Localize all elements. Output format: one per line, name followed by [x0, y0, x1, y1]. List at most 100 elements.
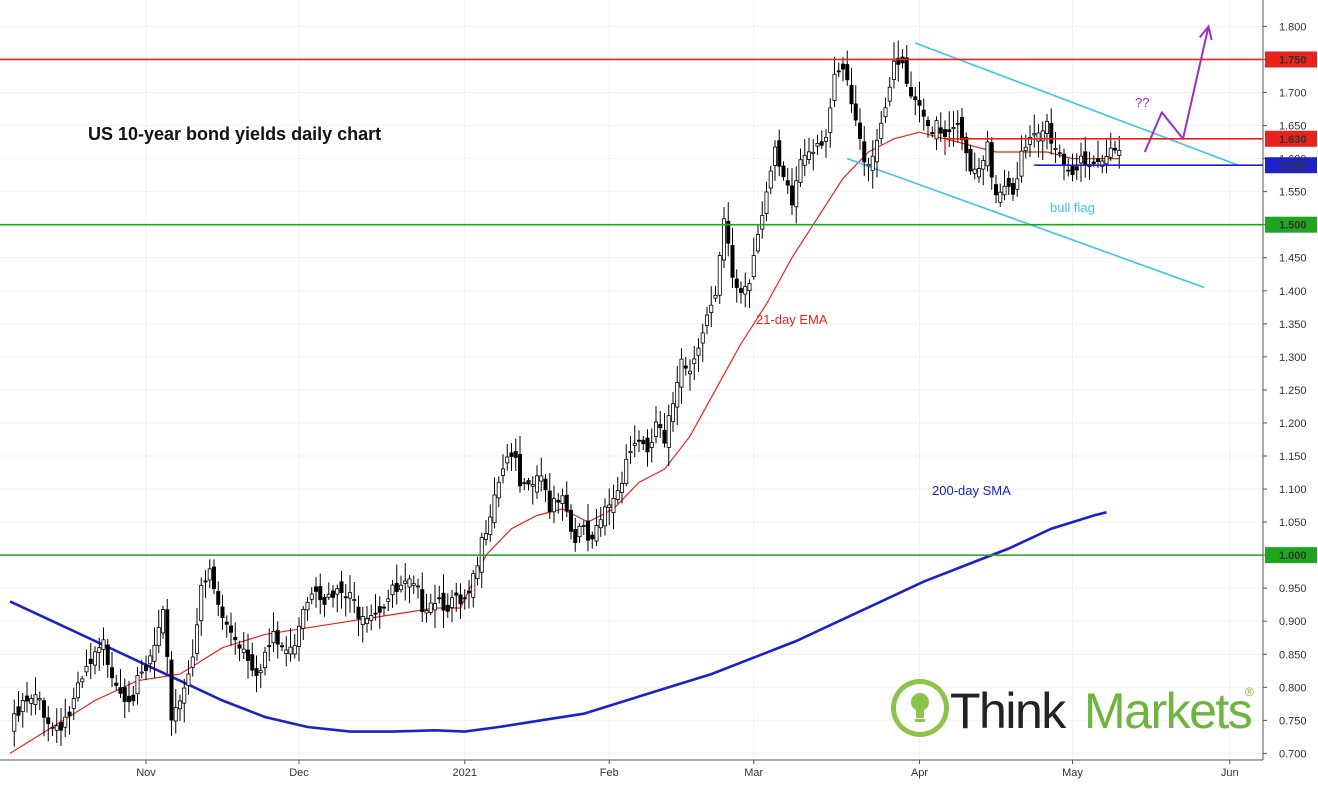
- candle: [522, 478, 527, 491]
- candle: [734, 269, 739, 303]
- candle: [1011, 177, 1016, 201]
- candle: [207, 559, 212, 589]
- candle: [160, 605, 165, 639]
- candle: [866, 157, 871, 182]
- candle: [675, 365, 680, 426]
- candle: [228, 612, 233, 646]
- candle: [713, 285, 718, 302]
- bull-flag-lower-line: [846, 157, 1205, 289]
- candle: [807, 137, 812, 165]
- candle: [666, 404, 671, 467]
- candle: [305, 597, 310, 621]
- y-tick-label: 1.250: [1279, 385, 1307, 397]
- candle: [199, 577, 204, 636]
- candle: [50, 722, 55, 736]
- candle: [492, 477, 497, 529]
- candle: [24, 682, 29, 713]
- candle: [97, 637, 102, 671]
- candle: [37, 691, 42, 711]
- candle: [1100, 154, 1105, 174]
- candle: [981, 155, 986, 186]
- candle: [955, 110, 960, 143]
- y-tick-label: 1.800: [1279, 21, 1307, 33]
- candle: [577, 523, 582, 544]
- candle: [586, 504, 591, 552]
- candle: [909, 71, 914, 99]
- candle: [603, 498, 608, 536]
- y-tick-label: 1.200: [1279, 418, 1307, 430]
- candle: [182, 678, 187, 723]
- candle: [309, 587, 314, 605]
- candle: [1057, 144, 1062, 158]
- candle: [913, 86, 918, 116]
- candle: [12, 699, 17, 747]
- candle: [152, 627, 157, 678]
- y-tick-label: 0.800: [1279, 682, 1307, 694]
- bull-flag-upper-line: [914, 42, 1239, 166]
- candle: [135, 667, 140, 705]
- candle: [224, 615, 229, 638]
- candle: [794, 166, 799, 224]
- candle: [352, 581, 357, 614]
- candle: [1113, 140, 1118, 154]
- candle: [110, 651, 115, 688]
- candle: [560, 488, 565, 521]
- candle: [373, 594, 378, 621]
- candle: [454, 583, 459, 612]
- candle: [398, 575, 403, 593]
- candle: [654, 406, 659, 444]
- candle: [1015, 162, 1020, 197]
- candle: [938, 112, 943, 142]
- candle: [475, 556, 480, 586]
- candle: [114, 674, 119, 691]
- candle: [292, 633, 297, 659]
- y-tick-label: 1.700: [1279, 88, 1307, 100]
- candle: [284, 636, 289, 667]
- candle: [437, 585, 442, 604]
- candle: [127, 680, 132, 713]
- candle: [1002, 169, 1007, 201]
- candle: [875, 128, 880, 178]
- candle: [122, 678, 127, 719]
- candle: [186, 660, 191, 695]
- level-tag-1.500: [1265, 216, 1317, 233]
- candle: [46, 705, 51, 742]
- candle: [318, 573, 323, 615]
- y-tick-label: 1.650: [1279, 121, 1307, 133]
- candle: [194, 608, 199, 661]
- candle: [271, 612, 276, 653]
- candle: [441, 574, 446, 629]
- chart-title: US 10-year bond yields daily chart: [88, 124, 381, 144]
- candle: [892, 42, 897, 89]
- candle: [756, 224, 761, 254]
- candle: [1032, 114, 1037, 148]
- candle: [233, 622, 238, 655]
- candle: [858, 108, 863, 150]
- candle: [934, 116, 939, 151]
- candle: [671, 392, 676, 432]
- candle: [496, 476, 501, 508]
- logo-text-think: Think: [950, 683, 1067, 739]
- x-tick-label: Feb: [600, 767, 619, 779]
- candle: [288, 628, 293, 662]
- candle: [1117, 135, 1122, 169]
- candle: [420, 572, 425, 622]
- candle: [330, 584, 335, 608]
- candle: [581, 520, 586, 535]
- candle: [887, 77, 892, 107]
- candle: [972, 152, 977, 180]
- candle: [169, 651, 174, 736]
- candle: [705, 306, 710, 335]
- candle: [951, 111, 956, 147]
- candle: [628, 436, 633, 465]
- candle: [509, 443, 514, 472]
- candle: [620, 471, 625, 504]
- ema-label: 21-day EMA: [756, 312, 828, 327]
- candle: [76, 671, 81, 702]
- sma-label: 200-day SMA: [932, 483, 1011, 498]
- x-tick-label: Mar: [744, 767, 763, 779]
- candle: [220, 594, 225, 630]
- candle: [896, 40, 901, 82]
- candle: [364, 606, 369, 633]
- candle: [67, 706, 72, 735]
